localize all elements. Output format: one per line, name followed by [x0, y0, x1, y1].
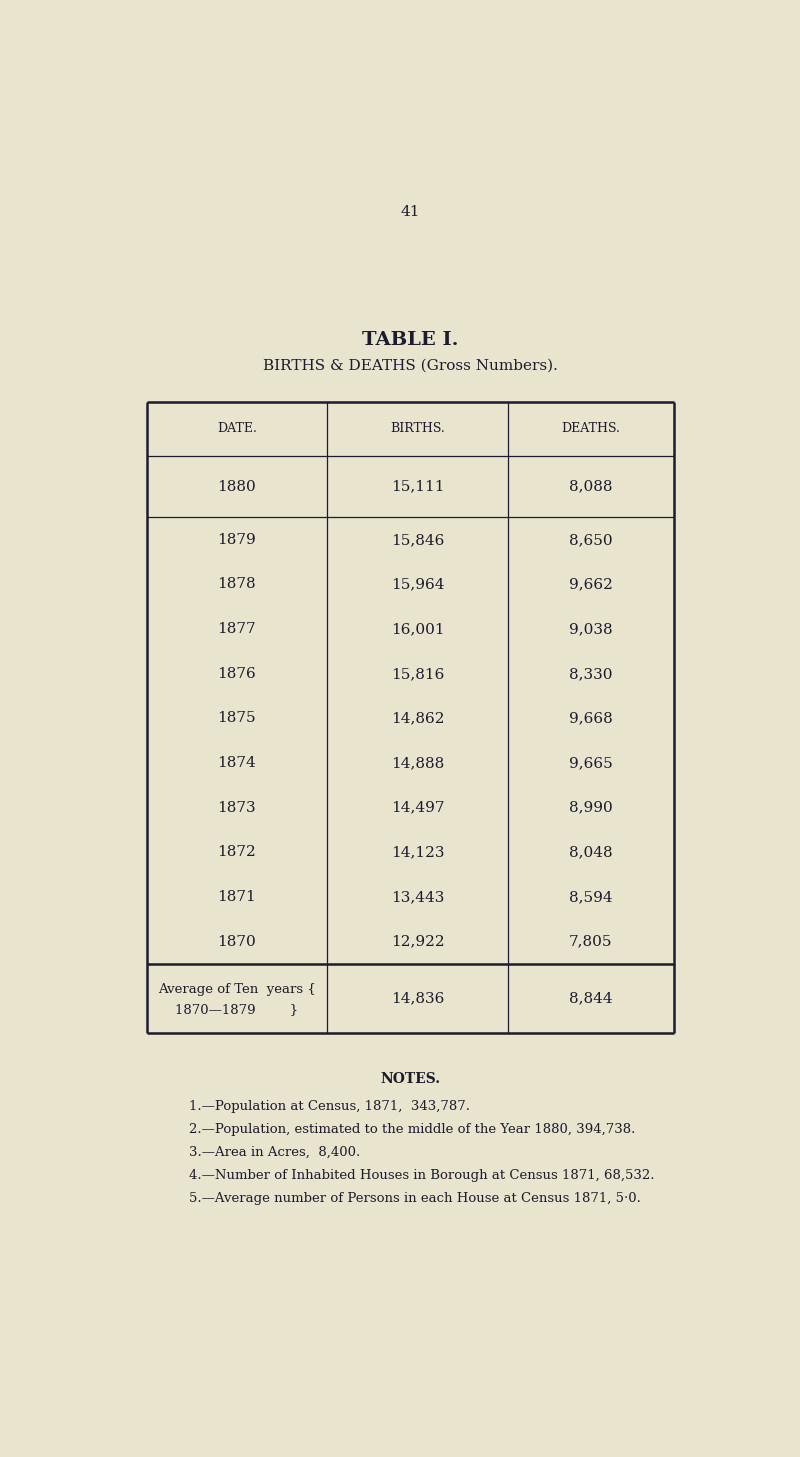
Text: 1871: 1871: [218, 890, 256, 905]
Text: 8,990: 8,990: [569, 801, 613, 814]
Text: BIRTHS & DEATHS (Gross Numbers).: BIRTHS & DEATHS (Gross Numbers).: [262, 358, 558, 373]
Text: 14,836: 14,836: [391, 992, 445, 1005]
Text: TABLE I.: TABLE I.: [362, 331, 458, 350]
Text: 1870: 1870: [218, 935, 256, 949]
Text: BIRTHS.: BIRTHS.: [390, 423, 445, 436]
Text: 2.—Population, estimated to the middle of the Year 1880, 394,738.: 2.—Population, estimated to the middle o…: [189, 1123, 635, 1135]
Text: 8,088: 8,088: [570, 479, 613, 494]
Text: 8,650: 8,650: [569, 533, 613, 546]
Text: 1876: 1876: [218, 667, 256, 680]
Text: 1872: 1872: [218, 845, 256, 860]
Text: 9,662: 9,662: [569, 577, 613, 592]
Text: 15,846: 15,846: [391, 533, 445, 546]
Text: 14,862: 14,862: [391, 711, 445, 726]
Text: 1879: 1879: [218, 533, 256, 546]
Text: 14,123: 14,123: [391, 845, 445, 860]
Text: 7,805: 7,805: [570, 935, 613, 949]
Text: 41: 41: [400, 205, 420, 219]
Text: 1874: 1874: [218, 756, 256, 771]
Text: 4.—Number of Inhabited Houses in Borough at Census 1871, 68,532.: 4.—Number of Inhabited Houses in Borough…: [189, 1169, 654, 1182]
Text: 9,665: 9,665: [569, 756, 613, 771]
Text: 1877: 1877: [218, 622, 256, 637]
Text: 9,038: 9,038: [569, 622, 613, 637]
Text: 8,844: 8,844: [569, 992, 613, 1005]
Text: 14,497: 14,497: [391, 801, 445, 814]
Text: 1873: 1873: [218, 801, 256, 814]
Text: 3.—Area in Acres,  8,400.: 3.—Area in Acres, 8,400.: [189, 1145, 360, 1158]
Text: 1878: 1878: [218, 577, 256, 592]
Text: 8,594: 8,594: [569, 890, 613, 905]
Text: DEATHS.: DEATHS.: [562, 423, 621, 436]
Text: 8,330: 8,330: [570, 667, 613, 680]
Text: 14,888: 14,888: [391, 756, 444, 771]
Text: 1880: 1880: [218, 479, 256, 494]
Text: 16,001: 16,001: [391, 622, 445, 637]
Text: 13,443: 13,443: [391, 890, 445, 905]
Text: 12,922: 12,922: [391, 935, 445, 949]
Text: 1870—1879        }: 1870—1879 }: [175, 1002, 298, 1016]
Text: 5.—Average number of Persons in each House at Census 1871, 5·0.: 5.—Average number of Persons in each Hou…: [189, 1192, 641, 1205]
Text: 15,111: 15,111: [391, 479, 445, 494]
Text: DATE.: DATE.: [217, 423, 257, 436]
Text: NOTES.: NOTES.: [380, 1072, 440, 1085]
Text: 15,964: 15,964: [391, 577, 445, 592]
Text: 15,816: 15,816: [391, 667, 445, 680]
Text: 8,048: 8,048: [569, 845, 613, 860]
Text: Average of Ten  years {: Average of Ten years {: [158, 983, 316, 997]
Text: 9,668: 9,668: [569, 711, 613, 726]
Text: 1875: 1875: [218, 711, 256, 726]
Text: 1.—Population at Census, 1871,  343,787.: 1.—Population at Census, 1871, 343,787.: [189, 1100, 470, 1113]
